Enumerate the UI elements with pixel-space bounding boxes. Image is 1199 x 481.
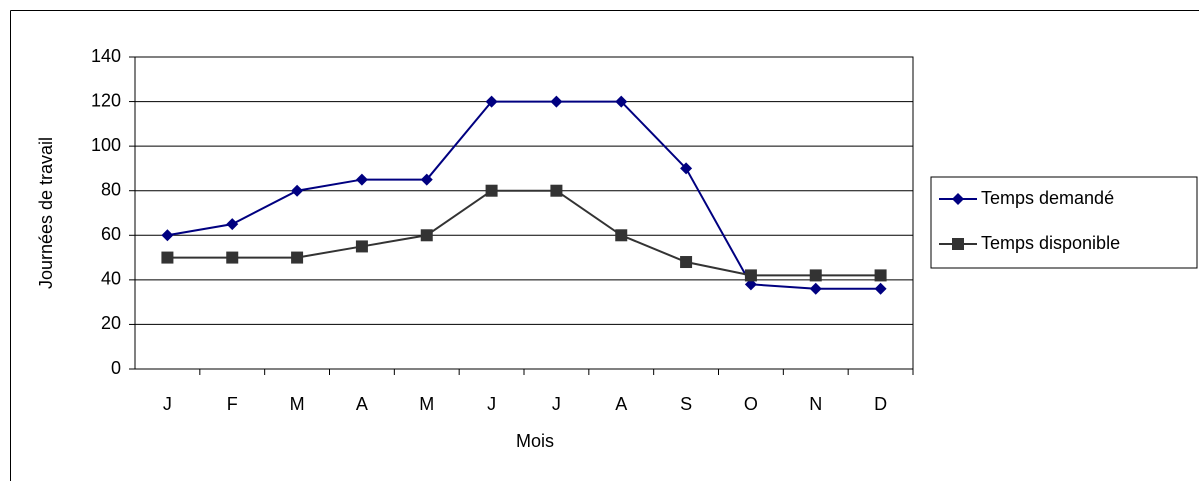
x-tick-label: J xyxy=(552,394,561,414)
x-tick-label: M xyxy=(290,394,305,414)
y-tick-label: 20 xyxy=(101,313,121,333)
legend-marker xyxy=(952,238,964,250)
legend-marker xyxy=(952,193,964,205)
y-tick-label: 0 xyxy=(111,358,121,378)
series-line xyxy=(167,189,881,277)
marker xyxy=(809,282,822,295)
legend-label: Temps disponible xyxy=(981,233,1120,253)
x-tick-label: S xyxy=(680,394,692,414)
y-axis-label: Journées de travail xyxy=(36,137,56,289)
marker xyxy=(874,282,887,295)
marker xyxy=(420,173,433,186)
marker xyxy=(161,229,174,242)
marker xyxy=(550,184,563,197)
marker xyxy=(485,95,498,108)
x-tick-label: J xyxy=(163,394,172,414)
x-axis-label: Mois xyxy=(516,431,554,451)
marker xyxy=(355,240,368,253)
legend-box xyxy=(930,176,1198,269)
marker xyxy=(550,95,563,108)
marker xyxy=(615,95,628,108)
y-tick-label: 120 xyxy=(91,90,121,110)
marker xyxy=(291,251,304,264)
marker xyxy=(874,269,887,282)
x-tick-label: D xyxy=(874,394,887,414)
x-tick-label: N xyxy=(809,394,822,414)
x-tick-label: A xyxy=(615,394,627,414)
marker xyxy=(809,269,822,282)
marker xyxy=(680,256,693,269)
marker xyxy=(485,184,498,197)
marker xyxy=(355,173,368,186)
marker xyxy=(291,184,304,197)
marker xyxy=(744,269,757,282)
y-tick-label: 100 xyxy=(91,135,121,155)
y-tick-label: 40 xyxy=(101,269,121,289)
x-tick-label: F xyxy=(227,394,238,414)
x-tick-label: O xyxy=(744,394,758,414)
marker xyxy=(226,251,239,264)
marker xyxy=(226,218,239,231)
marker xyxy=(615,229,628,242)
marker xyxy=(680,162,693,175)
legend-label: Temps demandé xyxy=(981,188,1114,208)
y-tick-label: 60 xyxy=(101,224,121,244)
marker xyxy=(420,229,433,242)
marker xyxy=(161,251,174,264)
series-line xyxy=(167,100,881,290)
y-tick-label: 80 xyxy=(101,179,121,199)
x-tick-label: M xyxy=(419,394,434,414)
y-tick-label: 140 xyxy=(91,46,121,66)
x-tick-label: A xyxy=(356,394,368,414)
x-tick-label: J xyxy=(487,394,496,414)
